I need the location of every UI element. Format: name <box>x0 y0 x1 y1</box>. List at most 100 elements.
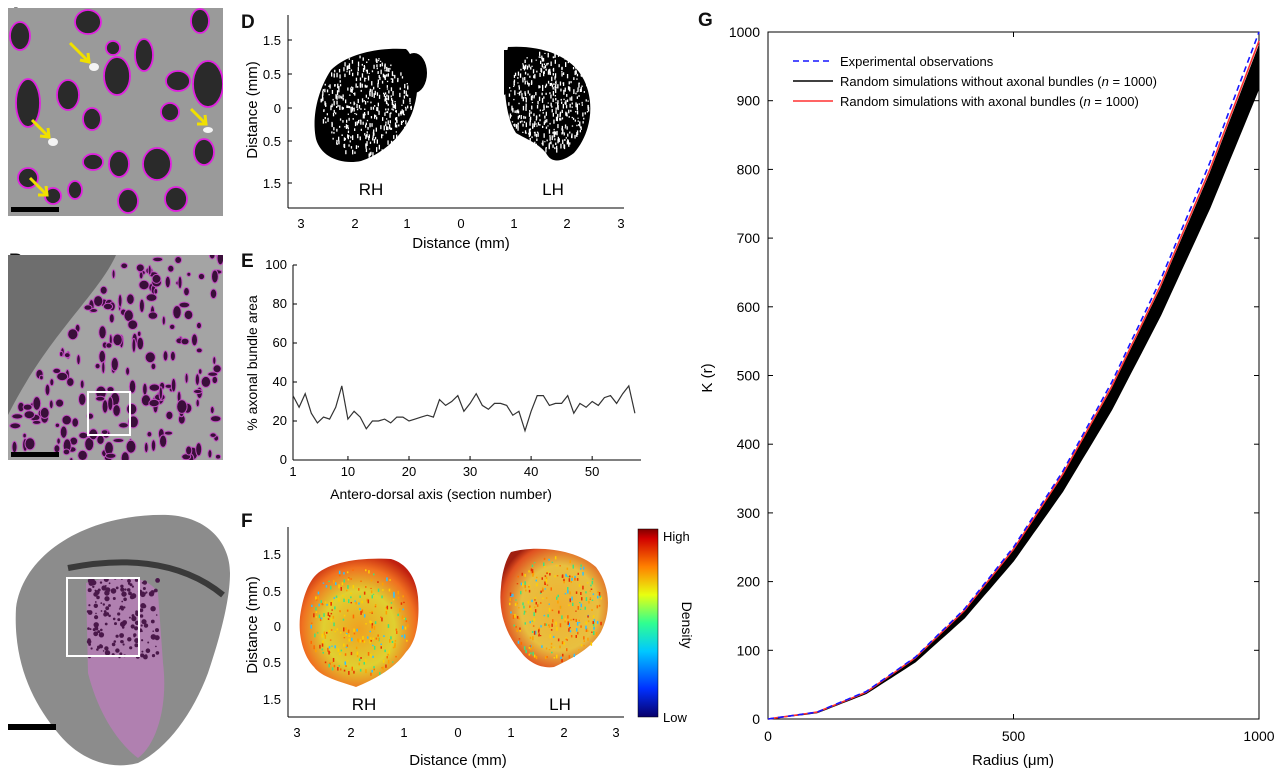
scale-bar <box>11 452 59 457</box>
d-ytick-1: 1.5 <box>263 33 281 48</box>
d-xtick-4: 0 <box>457 216 464 231</box>
d-xtick-3: 1 <box>403 216 410 231</box>
panel-f-plot: 1.5 0.5 0 0.5 1.5 3 2 1 0 1 2 3 Distance… <box>244 527 695 769</box>
g-ytick-label: 600 <box>737 299 761 315</box>
g-ytick-label: 500 <box>737 368 761 384</box>
panel-letter-f: F <box>241 511 253 532</box>
d-ytick-3: 0 <box>274 101 281 116</box>
panel-d-plot: 1.5 0.5 0 0.5 1.5 3 2 1 0 1 2 3 Distance… <box>244 15 625 252</box>
d-rh-label: RH <box>359 180 384 199</box>
d-ytick-5: 1.5 <box>263 176 281 191</box>
panel-g-chart: 0 100 200 300 400 500 600 700 800 900 1000 0 500 1000… <box>700 24 1275 769</box>
f-colorbar-label: Density <box>679 602 695 649</box>
f-xtick-5: 1 <box>507 725 514 740</box>
e-axes <box>292 265 641 461</box>
g-legend-without-n: n <box>1102 74 1109 89</box>
d-ylabel: Distance (mm) <box>244 61 261 159</box>
e-ytick-label: 60 <box>273 335 287 350</box>
g-series-experimental <box>767 31 1260 720</box>
d-xtick-6: 2 <box>563 216 570 231</box>
panel-letter-e: E <box>241 251 254 272</box>
d-xlabel: Distance (mm) <box>412 235 510 252</box>
panel-b-image <box>8 255 223 460</box>
g-plot-frame <box>767 31 1260 720</box>
g-ytick-label: 900 <box>737 93 761 109</box>
g-xlabel: Radius (μm) <box>972 752 1054 769</box>
f-xtick-2: 2 <box>347 725 354 740</box>
f-ytick-5: 1.5 <box>263 692 281 707</box>
e-xtick-label: 40 <box>524 464 538 479</box>
f-xtick-6: 2 <box>560 725 567 740</box>
d-xtick-1: 3 <box>297 216 304 231</box>
e-xtick-label: 1 <box>289 464 296 479</box>
e-xlabel: Antero-dorsal axis (section number) <box>330 486 552 502</box>
f-lh-label: LH <box>549 695 571 714</box>
f-xlabel: Distance (mm) <box>409 752 507 769</box>
g-ylabel: K (r) <box>700 363 716 392</box>
e-ytick-label: 20 <box>273 413 287 428</box>
d-ytick-2: 0.5 <box>263 67 281 82</box>
g-ytick-label: 300 <box>737 505 761 521</box>
scale-bar <box>11 207 59 212</box>
g-xtick-label: 500 <box>1002 728 1026 744</box>
d-xtick-5: 1 <box>510 216 517 231</box>
e-xtick-label: 30 <box>463 464 477 479</box>
panel-c-micrograph <box>8 513 231 771</box>
f-xtick-4: 0 <box>454 725 461 740</box>
f-xtick-1: 3 <box>293 725 300 740</box>
g-xtick-label: 1000 <box>1243 728 1274 744</box>
f-ytick-3: 0 <box>274 619 281 634</box>
f-ylabel: Distance (mm) <box>244 576 261 674</box>
f-lh-density <box>500 548 608 668</box>
f-rh-density <box>299 558 419 687</box>
e-ytick-label: 100 <box>265 257 287 272</box>
e-ytick-label: 0 <box>280 452 287 467</box>
d-xtick-7: 3 <box>617 216 624 231</box>
g-xtick-label: 0 <box>764 728 772 744</box>
e-xtick-label: 10 <box>341 464 355 479</box>
e-ylabel: % axonal bundle area <box>244 295 260 431</box>
panel-e-chart: 0 20 40 60 80 100 1 10 20 30 40 50 Antero-dorsal ax… <box>244 257 641 502</box>
g-legend-with-prefix: Random simulations with axonal bundles ( <box>840 94 1084 109</box>
panel-a-image <box>8 8 223 216</box>
e-ytick-label: 40 <box>273 374 287 389</box>
scale-bar <box>8 724 56 730</box>
e-xtick-label: 20 <box>402 464 416 479</box>
g-ytick-label: 800 <box>737 161 761 177</box>
g-legend-without-suffix: = 1000) <box>1109 74 1157 89</box>
f-colorbar <box>637 528 659 718</box>
d-xtick-2: 2 <box>351 216 358 231</box>
panel-c-image <box>8 513 231 771</box>
yellow-arrow-icon <box>28 41 208 197</box>
g-series-with-bundles <box>767 40 1260 720</box>
f-xtick-3: 1 <box>400 725 407 740</box>
g-ytick-label: 200 <box>737 574 761 590</box>
e-ytick-label: 80 <box>273 296 287 311</box>
panel-letter-g: G <box>698 10 713 31</box>
d-lh-label: LH <box>542 180 564 199</box>
g-legend: Experimental observations Random simulat… <box>793 54 1157 109</box>
g-ytick-label: 0 <box>752 711 760 727</box>
panel-a-micrograph <box>8 8 223 216</box>
e-xtick-label: 50 <box>585 464 599 479</box>
g-ytick-label: 100 <box>737 642 761 658</box>
f-colorbar-high: High <box>663 529 690 544</box>
g-legend-experimental: Experimental observations <box>840 54 994 69</box>
f-rh-label: RH <box>352 695 377 714</box>
f-ytick-1: 1.5 <box>263 547 281 562</box>
g-series-without-bundles <box>767 45 1260 720</box>
g-legend-with: Random simulations with axonal bundles (… <box>840 94 1139 109</box>
panel-b-micrograph <box>8 255 223 460</box>
g-legend-without: Random simulations without axonal bundle… <box>840 74 1157 89</box>
g-ytick-label: 700 <box>737 230 761 246</box>
g-legend-without-prefix: Random simulations without axonal bundle… <box>840 74 1102 89</box>
g-legend-with-n: n <box>1084 94 1091 109</box>
f-colorbar-low: Low <box>663 710 687 725</box>
g-legend-with-suffix: = 1000) <box>1091 94 1139 109</box>
e-series-line <box>292 384 636 433</box>
f-xtick-7: 3 <box>612 725 619 740</box>
g-ytick-label: 400 <box>737 436 761 452</box>
f-ytick-4: 0.5 <box>263 655 281 670</box>
panel-letter-d: D <box>241 12 255 33</box>
f-ytick-2: 0.5 <box>263 584 281 599</box>
